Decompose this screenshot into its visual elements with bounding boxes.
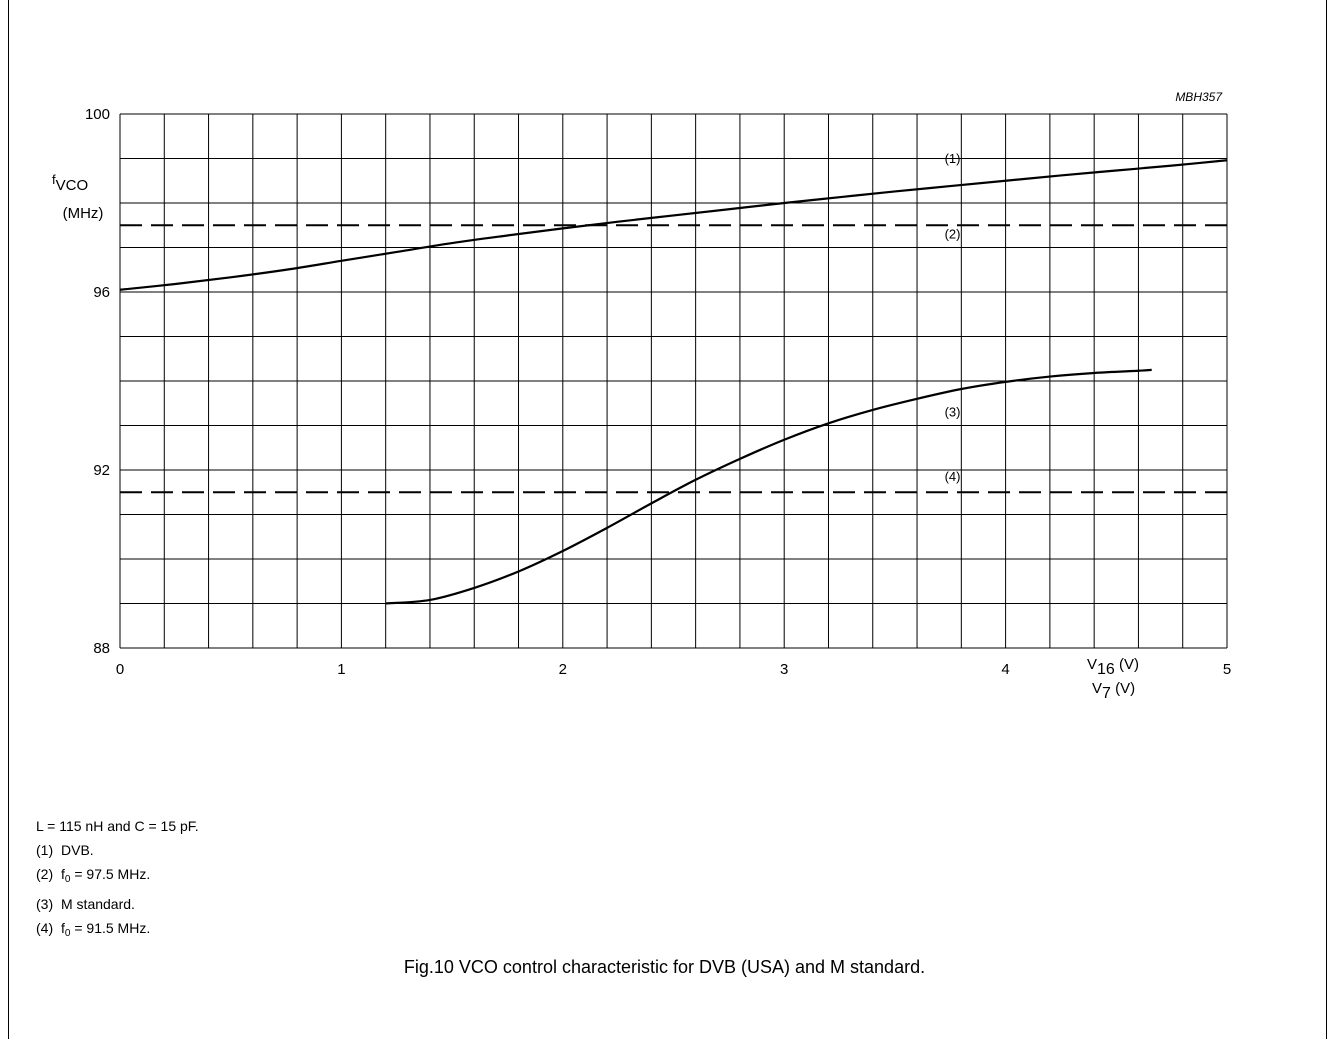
note-item: (2) f0 = 97.5 MHz. bbox=[36, 862, 199, 892]
note-conditions: L = 115 nH and C = 15 pF. bbox=[36, 818, 199, 834]
note-text: f0 = 97.5 MHz. bbox=[61, 866, 151, 885]
note-text: DVB. bbox=[61, 842, 94, 858]
x-axis-label: V16 (V) bbox=[1087, 656, 1139, 678]
y-tick-label: 88 bbox=[93, 640, 110, 657]
chart-labels: 0 1 2 3 4 5 88 92 96 100 MBH357 fVCO (MHz) V16 (V)V7 … bbox=[52, 90, 1231, 702]
note-number: (4) bbox=[36, 920, 54, 936]
curve-label-2: (2) bbox=[945, 227, 961, 242]
note-item: (1) DVB. bbox=[36, 838, 199, 862]
figure-frame bbox=[8, 0, 1327, 1039]
x-tick-label: 3 bbox=[780, 661, 788, 678]
note-number: (1) bbox=[36, 842, 54, 858]
chart-series bbox=[119, 159, 1228, 605]
x-tick-label: 5 bbox=[1223, 661, 1231, 678]
note-text: M standard. bbox=[61, 896, 135, 912]
figure-caption: Fig.10 VCO control characteristic for DV… bbox=[403, 957, 926, 977]
series-line-1 bbox=[119, 159, 1228, 291]
x-axis-label: V7 (V) bbox=[1092, 680, 1135, 702]
x-tick-label: 0 bbox=[116, 661, 124, 678]
vco-chart: 0 1 2 3 4 5 88 92 96 100 MBH357 fVCO (MHz) V16 (V)V7 … bbox=[52, 90, 1231, 702]
figure-notes: L = 115 nH and C = 15 pF. (1) DVB. (2) f0 =… bbox=[36, 814, 199, 946]
chart-grid bbox=[119, 113, 1228, 649]
curve-label-1: (1) bbox=[945, 151, 961, 166]
y-axis-label: fVCO bbox=[52, 172, 88, 194]
curve-label-3: (3) bbox=[945, 405, 961, 420]
y-tick-label: 100 bbox=[85, 106, 110, 123]
x-tick-label: 1 bbox=[337, 661, 345, 678]
y-tick-label: 96 bbox=[93, 284, 110, 301]
series-line-3 bbox=[385, 368, 1152, 605]
note-text: f0 = 91.5 MHz. bbox=[61, 920, 151, 939]
note-number: (3) bbox=[36, 896, 54, 912]
y-axis-unit: (MHz) bbox=[63, 205, 104, 222]
note-item: (3) M standard. bbox=[36, 892, 199, 916]
x-tick-label: 4 bbox=[1001, 661, 1009, 678]
y-tick-label: 92 bbox=[93, 462, 110, 479]
note-items: (1) DVB. (2) f0 = 97.5 MHz. (3) M standard. (4… bbox=[36, 838, 199, 946]
figure-code: MBH357 bbox=[1175, 90, 1223, 104]
note-item: (4) f0 = 91.5 MHz. bbox=[36, 916, 199, 946]
note-number: (2) bbox=[36, 866, 54, 882]
x-tick-label: 2 bbox=[559, 661, 567, 678]
curve-label-4: (4) bbox=[945, 469, 961, 484]
